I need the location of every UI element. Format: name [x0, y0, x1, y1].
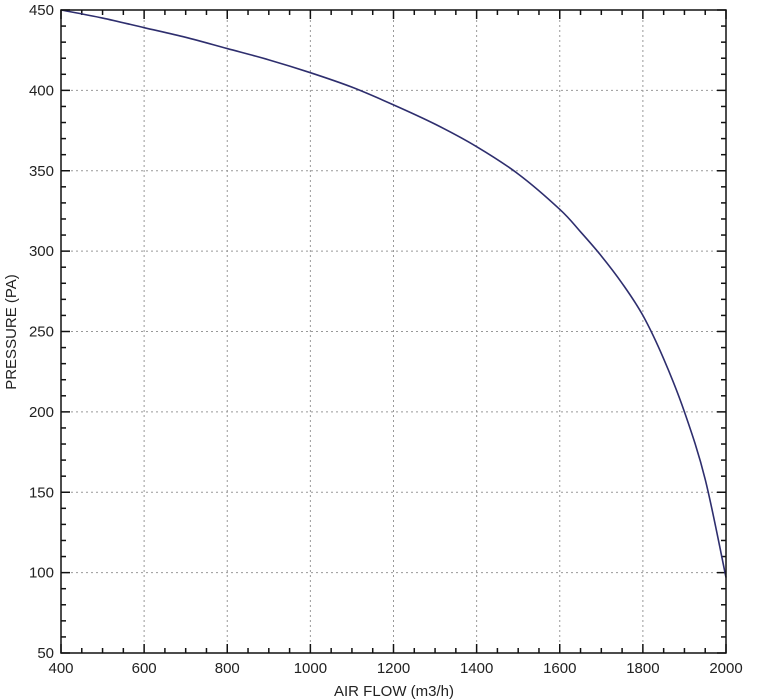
fan-curve-line — [60, 9, 727, 578]
x-tick-label: 400 — [48, 660, 73, 677]
y-tick-label: 200 — [29, 404, 54, 421]
x-tick-label: 1800 — [626, 660, 659, 677]
x-tick-label: 1000 — [294, 660, 327, 677]
grid — [61, 10, 726, 653]
y-tick-label: 300 — [29, 243, 54, 260]
x-axis-label: AIR FLOW (m3/h) — [334, 683, 454, 699]
x-tick-label: 1600 — [543, 660, 576, 677]
x-tick-label: 600 — [132, 660, 157, 677]
y-axis-label: PRESSURE (PA) — [3, 274, 20, 390]
y-tick-label: 100 — [29, 565, 54, 582]
y-tick-label: 400 — [29, 82, 54, 99]
y-tick-label: 450 — [29, 2, 54, 19]
x-tick-label: 2000 — [709, 660, 742, 677]
tick-labels: 400 600 800 1000 1200 1400 1600 1800 2000 50 100 15… — [29, 2, 743, 677]
y-tick-label: 150 — [29, 484, 54, 501]
x-tick-label: 1200 — [377, 660, 410, 677]
y-tick-label: 250 — [29, 324, 54, 341]
y-tick-label: 350 — [29, 163, 54, 180]
x-tick-label: 800 — [215, 660, 240, 677]
plot-frame — [60, 9, 727, 654]
y-tick-label: 50 — [37, 645, 54, 662]
x-tick-label: 1400 — [460, 660, 493, 677]
